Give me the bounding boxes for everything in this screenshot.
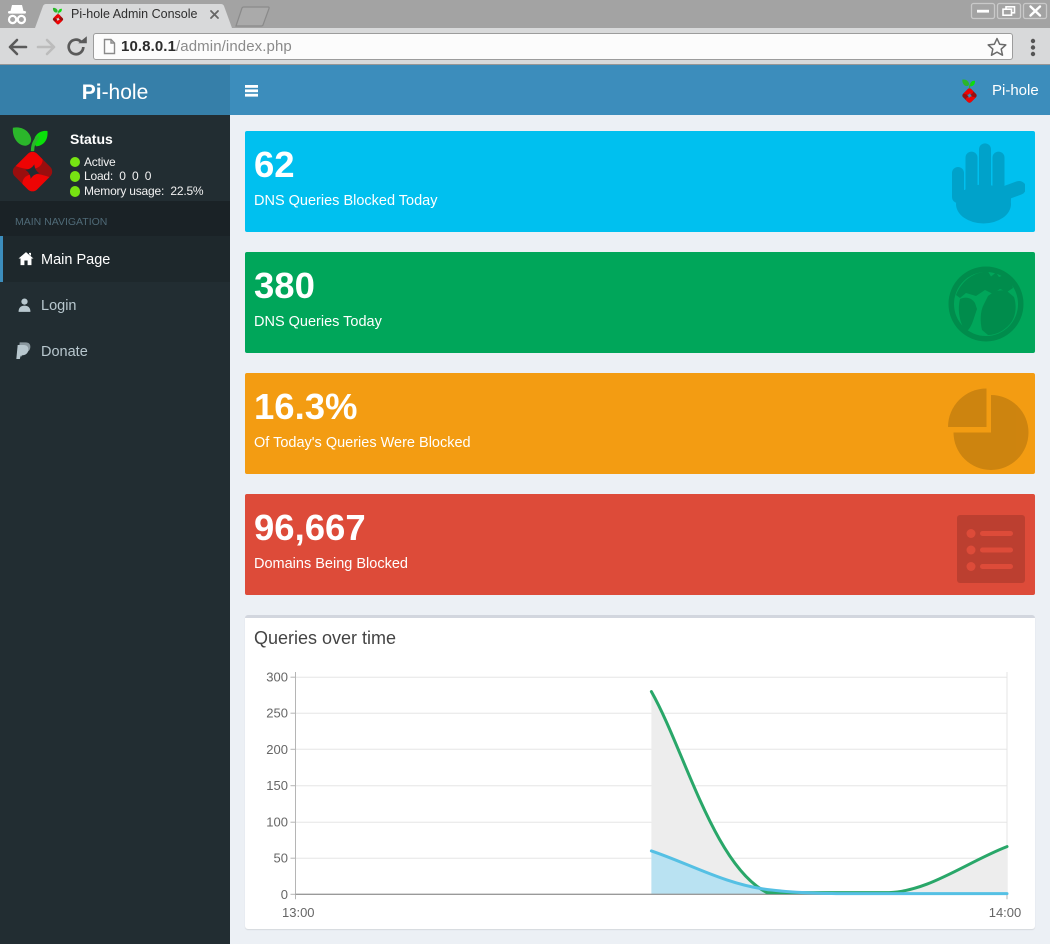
svg-text:0: 0 [281, 887, 288, 902]
svg-text:250: 250 [266, 706, 288, 721]
svg-text:150: 150 [266, 778, 288, 793]
svg-text:50: 50 [274, 851, 288, 866]
svg-text:100: 100 [266, 815, 288, 830]
svg-text:14:00: 14:00 [989, 905, 1022, 920]
svg-text:300: 300 [266, 670, 288, 685]
svg-text:200: 200 [266, 742, 288, 757]
svg-text:13:00: 13:00 [282, 905, 315, 920]
